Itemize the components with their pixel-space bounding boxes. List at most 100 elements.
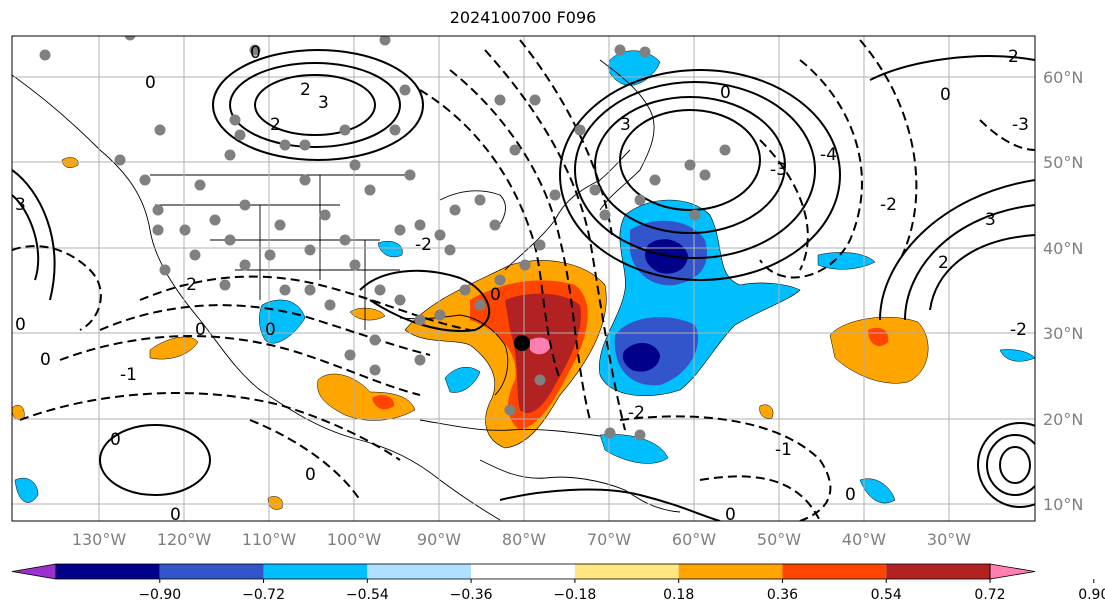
contour-label: 0 (40, 350, 51, 370)
contour-label: -2 (180, 275, 197, 295)
warm-patch-pacific (149, 336, 199, 360)
contour-label: -4 (820, 145, 837, 165)
colorbar-tick-label: 0.18 (663, 587, 694, 603)
lat-label: 60°N (1043, 68, 1083, 87)
lon-label: 100°W (327, 530, 382, 549)
lat-label: 50°N (1043, 153, 1083, 172)
map-panel: 2 3 2 0 3 0 -3 -4 -2 0 2 -3 3 2 -2 -2 -1… (12, 36, 1035, 525)
contour-label: 3 (15, 195, 26, 215)
contour-label: -1 (775, 440, 792, 460)
lat-label: 10°N (1043, 495, 1083, 514)
contour-label: 2 (300, 80, 311, 100)
cold-patch-far-east (999, 349, 1035, 362)
colorbar-swatch (159, 564, 264, 579)
colorbar-swatch (471, 564, 575, 579)
contour-label: -2 (880, 195, 897, 215)
contour-label: 2 (1008, 47, 1019, 67)
lon-label: 40°W (842, 530, 886, 549)
longitude-labels: 130°W 120°W 110°W 100°W 90°W 80°W 70°W 6… (72, 530, 971, 549)
contour-label: -2 (628, 403, 645, 423)
lon-label: 130°W (72, 530, 127, 549)
lon-label: 80°W (502, 530, 546, 549)
colorbar-extend-high (989, 563, 1036, 580)
contour-label: 3 (318, 93, 329, 113)
contour-label: -3 (770, 160, 787, 180)
colorbar-swatch (678, 564, 783, 579)
contour-label: -2 (1010, 320, 1027, 340)
contour-label: 0 (720, 83, 731, 103)
warm-patch-small1 (61, 157, 79, 168)
lon-label: 120°W (157, 530, 212, 549)
colorbar: −0.90 −0.72 −0.54 −0.36 −0.18 0.18 0.36 0.54 0.7… (11, 563, 1105, 603)
cold-patch-west (14, 477, 39, 503)
colorbar-tick-label: −0.18 (553, 587, 596, 603)
contour-label: 0 (845, 485, 856, 505)
contour-label: -3 (1012, 115, 1029, 135)
colorbar-swatch (263, 564, 368, 579)
cold-patch-cuba (444, 366, 481, 393)
colorbar-swatch (886, 564, 990, 579)
lon-label: 110°W (242, 530, 297, 549)
colorbar-tick-label: 0.72 (974, 587, 1005, 603)
contour-label: 3 (620, 115, 631, 135)
colorbar-tick-label: −0.54 (346, 587, 389, 603)
lon-label: 60°W (672, 530, 716, 549)
contour-label: 0 (305, 465, 316, 485)
colorbar-extend-low (11, 563, 57, 580)
lon-label: 70°W (587, 530, 631, 549)
colorbar-swatch (574, 564, 679, 579)
coastlines (12, 59, 681, 521)
warm-patch-small4 (759, 404, 774, 419)
lat-label: 30°N (1043, 324, 1083, 343)
colorbar-tick-label: −0.72 (242, 587, 285, 603)
storm-center-marker (514, 335, 530, 351)
warm-patch-mexico-red (372, 395, 395, 410)
graticule (12, 36, 1035, 521)
colorbar-frame (55, 563, 991, 580)
colorbar-tick-label: 0.54 (871, 587, 902, 603)
contour-label: 0 (195, 320, 206, 340)
colorbar-tick-label: −0.90 (138, 587, 181, 603)
cold-patch-mexico (259, 299, 306, 344)
cold-patch-ohio (377, 240, 403, 258)
colorbar-swatch (367, 564, 472, 579)
cold-patch-south-east (859, 478, 896, 504)
contour-label: -2 (415, 235, 432, 255)
contour-label: 2 (270, 115, 281, 135)
colorbar-tick-label: −0.36 (450, 587, 493, 603)
cold-patch-caribbean (599, 434, 669, 464)
contour-label: 3 (985, 210, 996, 230)
station-markers (39, 36, 731, 441)
contour-label: 2 (938, 253, 949, 273)
contour-label: 0 (725, 505, 736, 525)
lat-label: 20°N (1043, 410, 1083, 429)
contour-label: 0 (490, 285, 501, 305)
lon-label: 30°W (927, 530, 971, 549)
colorbar-tick-label: 0.90 (1078, 587, 1105, 603)
warm-patch-texas (349, 307, 386, 321)
warm-patch-east (829, 316, 929, 384)
contour-label: 0 (940, 85, 951, 105)
colorbar-tick-label: 0.36 (767, 587, 798, 603)
cold-anomaly-navy-south (622, 343, 660, 372)
cold-patch-east (817, 252, 876, 270)
lat-label: 40°N (1043, 239, 1083, 258)
shaded-field (12, 50, 1035, 510)
contour-label: -1 (120, 365, 137, 385)
lon-label: 50°W (757, 530, 801, 549)
latitude-labels: 60°N 50°N 40°N 30°N 20°N 10°N (1043, 68, 1083, 514)
contour-labels: 2 3 2 0 3 0 -3 -4 -2 0 2 -3 3 2 -2 -2 -1… (15, 43, 1029, 525)
positive-contours (12, 49, 1035, 521)
colorbar-swatch (56, 564, 160, 579)
contour-label: 0 (265, 320, 276, 340)
contour-label: 0 (110, 430, 121, 450)
lon-label: 90°W (417, 530, 461, 549)
contour-label: 0 (250, 43, 261, 63)
map-frame (11, 35, 1036, 522)
warm-patch-mexico (317, 373, 416, 421)
contour-label: 0 (145, 73, 156, 93)
contour-label: 0 (15, 315, 26, 335)
map-title: 2024100700 F096 (449, 8, 597, 27)
colorbar-swatch (782, 564, 887, 579)
